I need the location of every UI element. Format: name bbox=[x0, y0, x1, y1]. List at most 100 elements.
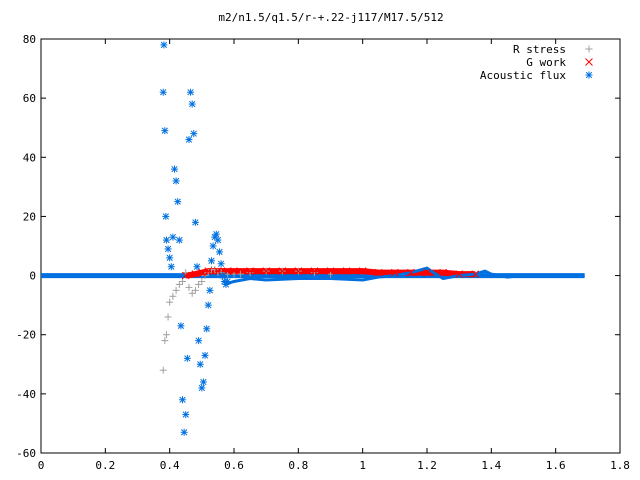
acoustic-flux-point bbox=[177, 322, 185, 330]
acoustic-flux-point bbox=[224, 277, 232, 285]
legend-r-stress-label: R stress bbox=[513, 43, 566, 56]
g-work-point bbox=[278, 267, 287, 275]
g-work-point bbox=[230, 267, 238, 275]
g-work-point bbox=[342, 267, 351, 275]
plot-frame bbox=[40, 38, 621, 454]
g-work-point bbox=[181, 271, 190, 280]
acoustic-flux-point bbox=[217, 260, 225, 268]
x-tick-label: 1 bbox=[359, 459, 366, 472]
acoustic-flux-point bbox=[201, 351, 209, 359]
x-axis: 0 0.2 0.4 0.6 0.8 1 1.2 1.4 1.6 1.8 bbox=[38, 39, 630, 472]
y-tick-label: 40 bbox=[23, 151, 36, 164]
g-work-point bbox=[197, 268, 206, 277]
r-stress-point bbox=[166, 298, 174, 306]
x-tick-label: 1.4 bbox=[481, 459, 501, 472]
r-stress-point bbox=[162, 331, 170, 339]
acoustic-flux-point bbox=[185, 136, 193, 144]
y-tick-label: 0 bbox=[29, 270, 36, 283]
acoustic-flux-point bbox=[182, 411, 190, 419]
r-stress-point bbox=[191, 286, 199, 294]
r-stress-point bbox=[172, 286, 180, 294]
r-stress-point bbox=[246, 269, 254, 277]
g-work-point bbox=[423, 268, 431, 277]
y-tick-label: 60 bbox=[23, 92, 36, 105]
r-stress-point bbox=[188, 289, 196, 297]
acoustic-flux-point bbox=[207, 257, 215, 265]
acoustic-flux-point bbox=[164, 245, 172, 253]
acoustic-flux-point bbox=[169, 233, 177, 241]
r-stress-point bbox=[198, 277, 206, 285]
acoustic-flux-point bbox=[187, 88, 195, 96]
acoustic-flux-point bbox=[190, 130, 198, 138]
g-work-point bbox=[204, 267, 213, 275]
y-tick-label: -20 bbox=[16, 329, 36, 342]
g-work-point bbox=[310, 267, 319, 275]
acoustic-flux-point bbox=[179, 396, 187, 404]
g-work-point bbox=[439, 268, 447, 277]
g-work-point bbox=[326, 267, 335, 275]
x-tick-label: 0 bbox=[38, 459, 45, 472]
legend-acoustic-flux-marker bbox=[585, 71, 593, 79]
acoustic-flux-point bbox=[219, 272, 227, 280]
g-work-point bbox=[358, 267, 367, 275]
acoustic-flux-point bbox=[162, 212, 170, 220]
acoustic-flux-point bbox=[159, 88, 167, 96]
acoustic-flux-point bbox=[193, 263, 201, 271]
legend-g-work-label: G work bbox=[526, 56, 566, 69]
acoustic-flux-point bbox=[212, 230, 220, 238]
acoustic-flux-point bbox=[161, 127, 169, 135]
r-stress-point bbox=[159, 366, 167, 374]
g-work-band bbox=[185, 268, 476, 279]
g-work-point bbox=[294, 267, 303, 275]
r-stress-point bbox=[185, 283, 193, 291]
y-tick-label: 80 bbox=[23, 33, 36, 46]
g-work-point bbox=[262, 267, 271, 275]
x-tick-label: 0.4 bbox=[160, 459, 180, 472]
g-work-point bbox=[471, 270, 480, 278]
y-tick-label: -60 bbox=[16, 447, 36, 460]
r-stress-point bbox=[310, 269, 318, 277]
acoustic-flux-point bbox=[183, 354, 191, 362]
acoustic-flux-tail bbox=[223, 266, 585, 286]
acoustic-flux-point bbox=[198, 384, 206, 392]
acoustic-flux-point bbox=[188, 100, 196, 108]
acoustic-flux-point bbox=[160, 41, 168, 49]
x-tick-label: 1.8 bbox=[610, 459, 630, 472]
legend-g-work-marker bbox=[585, 58, 593, 66]
x-tick-label: 1.2 bbox=[417, 459, 437, 472]
x-tick-label: 0.2 bbox=[95, 459, 115, 472]
r-stress-point bbox=[236, 270, 244, 278]
y-axis: -60 -40 -20 0 20 40 60 80 bbox=[16, 33, 620, 460]
acoustic-flux-point bbox=[175, 236, 183, 244]
acoustic-flux-point bbox=[170, 165, 178, 173]
g-work-point bbox=[390, 268, 399, 277]
r-stress-point bbox=[164, 313, 172, 321]
acoustic-flux-point bbox=[209, 242, 217, 250]
r-stress-point bbox=[175, 280, 183, 288]
acoustic-flux-point bbox=[206, 286, 214, 294]
g-work-point bbox=[455, 270, 464, 278]
acoustic-flux-point bbox=[166, 254, 174, 262]
acoustic-flux-point bbox=[214, 236, 222, 244]
acoustic-flux-point bbox=[174, 198, 182, 206]
data-series bbox=[41, 41, 585, 436]
acoustic-flux-point bbox=[180, 428, 188, 436]
r-stress-point bbox=[204, 269, 212, 277]
r-stress-point bbox=[195, 280, 203, 288]
legend-r-stress-marker bbox=[585, 45, 593, 53]
acoustic-flux-point bbox=[191, 218, 199, 226]
g-work-point bbox=[374, 268, 383, 277]
g-work-point bbox=[407, 268, 415, 277]
acoustic-flux-point bbox=[199, 378, 207, 386]
legend-acoustic-flux-label: Acoustic flux bbox=[480, 69, 566, 82]
g-work-point bbox=[191, 270, 200, 278]
x-tick-label: 0.8 bbox=[288, 459, 308, 472]
acoustic-flux-point bbox=[162, 236, 170, 244]
y-tick-label: -40 bbox=[16, 388, 36, 401]
acoustic-flux-point bbox=[203, 325, 211, 333]
acoustic-flux-point bbox=[216, 248, 224, 256]
acoustic-flux-point bbox=[204, 301, 212, 309]
acoustic-flux-point bbox=[167, 263, 175, 271]
